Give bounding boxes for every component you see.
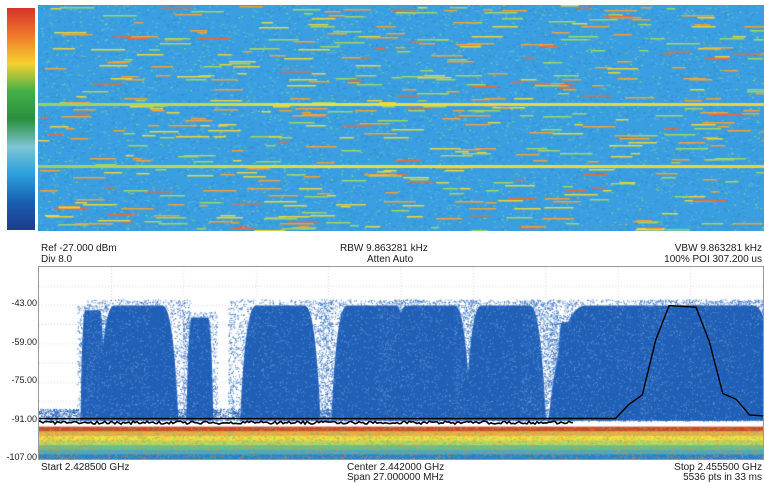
stop-freq-label: Stop 2.455500 GHz xyxy=(674,462,762,473)
atten-label: Atten Auto xyxy=(367,254,414,265)
y-tick-label: -59.00 xyxy=(11,336,37,347)
poi-label: 100% POI 307.200 us xyxy=(664,254,762,265)
max-hold-trace xyxy=(39,304,763,420)
y-tick-label: -107.00 xyxy=(6,452,37,462)
waterfall-panel xyxy=(0,0,764,233)
div-label: Div 8.0 xyxy=(41,254,73,265)
color-scale-bar xyxy=(7,8,35,230)
points-label: 5536 pts in 33 ms xyxy=(683,472,762,483)
waterfall-spectrogram[interactable] xyxy=(38,5,764,231)
y-tick-label: -91.00 xyxy=(11,413,37,424)
vbw-label: VBW 9.863281 kHz xyxy=(674,243,762,254)
spectrum-plot[interactable] xyxy=(38,266,764,460)
span-label: Span 27.000000 MHz xyxy=(347,472,444,483)
rbw-label: RBW 9.863281 kHz xyxy=(340,243,428,254)
center-freq-label: Center 2.442000 GHz xyxy=(347,462,445,473)
noise-floor-trace xyxy=(39,419,574,426)
start-freq-label: Start 2.428500 GHz xyxy=(41,462,130,473)
y-tick-label: -75.00 xyxy=(11,375,37,386)
ref-level-label: Ref -27.000 dBm xyxy=(41,243,117,254)
y-tick-label: -43.00 xyxy=(11,298,37,309)
spectrum-trace-svg xyxy=(39,304,763,426)
spectrum-density-canvas xyxy=(39,267,763,459)
